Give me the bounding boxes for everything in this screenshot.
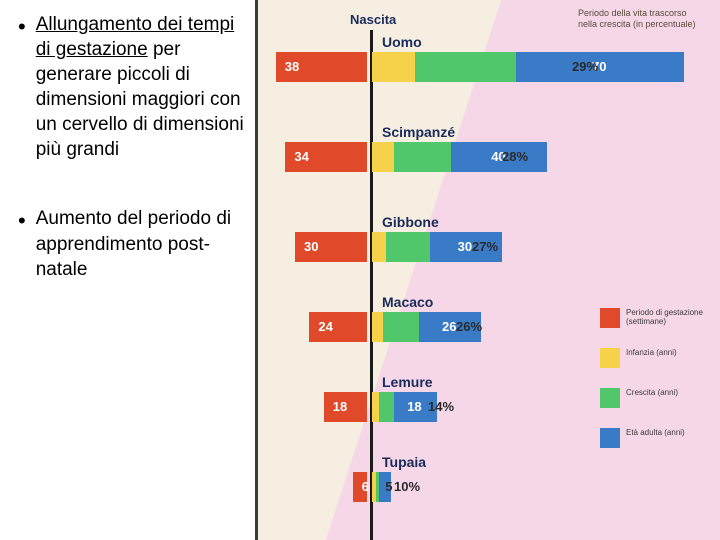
bullet-1-text: Allungamento dei tempi di gestazione per… xyxy=(36,12,247,162)
infancy-seg xyxy=(372,52,415,82)
legend-item: Periodo di gestazione (settimane) xyxy=(600,308,710,328)
species-label: Macaco xyxy=(382,294,433,310)
bullet-2: • Aumento del periodo di apprendimento p… xyxy=(18,206,247,281)
legend-label: Infanzia (anni) xyxy=(626,348,677,358)
axis-label-nascita: Nascita xyxy=(350,12,396,27)
growth-percent: 29% xyxy=(572,59,598,74)
growth-percent: 14% xyxy=(428,399,454,414)
bullet-marker: • xyxy=(18,208,26,281)
legend-label: Crescita (anni) xyxy=(626,388,678,398)
gestation-value: 38 xyxy=(285,59,299,74)
life-bar xyxy=(372,52,684,82)
growth-seg xyxy=(394,142,452,172)
species-label: Scimpanzé xyxy=(382,124,455,140)
chart-panel: Nascita Periodo della vita trascorso nel… xyxy=(255,0,720,540)
bullet-2-text: Aumento del periodo di apprendimento pos… xyxy=(36,206,247,281)
legend: Periodo di gestazione (settimane) Infanzi… xyxy=(600,308,710,468)
chart-inner: Nascita Periodo della vita trascorso nel… xyxy=(258,0,720,540)
gestation-value: 6 xyxy=(362,479,369,494)
bullet-1-underlined: Allungamento dei tempi di gestazione xyxy=(36,14,235,60)
gestation-value: 30 xyxy=(304,239,318,254)
growth-seg xyxy=(386,232,429,262)
legend-swatch xyxy=(600,428,620,448)
birth-axis xyxy=(370,30,373,540)
legend-swatch xyxy=(600,348,620,368)
adult-value: 26 xyxy=(442,319,456,334)
species-label: Tupaia xyxy=(382,454,426,470)
adult-value: 18 xyxy=(407,399,421,414)
gestation-value: 24 xyxy=(318,319,332,334)
species-label: Gibbone xyxy=(382,214,439,230)
legend-item: Crescita (anni) xyxy=(600,388,710,408)
species-label: Uomo xyxy=(382,34,422,50)
bullet-marker: • xyxy=(18,14,26,162)
adult-value: 5 xyxy=(385,479,392,494)
growth-percent: 26% xyxy=(456,319,482,334)
infancy-seg xyxy=(372,232,386,262)
legend-label: Periodo di gestazione (settimane) xyxy=(626,308,710,327)
species-label: Lemure xyxy=(382,374,433,390)
legend-swatch xyxy=(600,388,620,408)
growth-seg xyxy=(379,392,393,422)
legend-item: Infanzia (anni) xyxy=(600,348,710,368)
legend-item: Età adulta (anni) xyxy=(600,428,710,448)
growth-seg xyxy=(415,52,516,82)
growth-percent: 27% xyxy=(472,239,498,254)
infancy-seg xyxy=(372,312,383,342)
growth-percent: 10% xyxy=(394,479,420,494)
chart-caption: Periodo della vita trascorso nella cresc… xyxy=(578,8,708,30)
infancy-seg xyxy=(372,142,394,172)
gestation-value: 18 xyxy=(333,399,347,414)
legend-label: Età adulta (anni) xyxy=(626,428,685,438)
bullet-1: • Allungamento dei tempi di gestazione p… xyxy=(18,12,247,162)
growth-seg xyxy=(383,312,419,342)
text-panel: • Allungamento dei tempi di gestazione p… xyxy=(0,0,255,540)
legend-swatch xyxy=(600,308,620,328)
infancy-seg xyxy=(372,392,379,422)
growth-percent: 28% xyxy=(502,149,528,164)
adult-value: 30 xyxy=(458,239,472,254)
gestation-value: 34 xyxy=(294,149,308,164)
